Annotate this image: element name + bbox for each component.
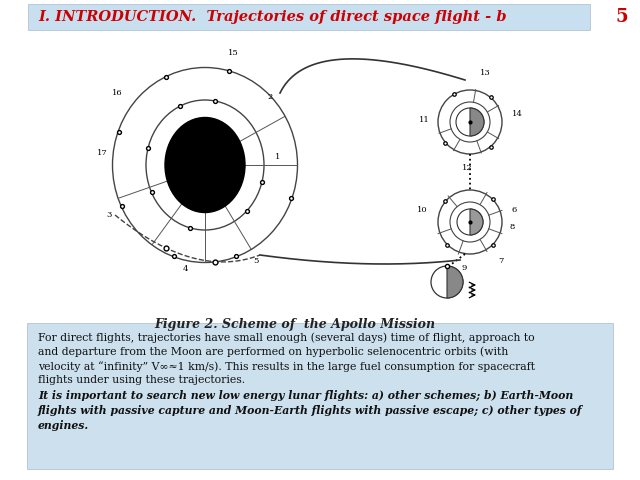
Circle shape [457, 209, 483, 235]
Circle shape [431, 266, 463, 298]
Text: Figure 2. Scheme of  the Apollo Mission: Figure 2. Scheme of the Apollo Mission [154, 318, 436, 331]
Text: 5: 5 [616, 8, 628, 26]
Text: 7: 7 [498, 257, 504, 265]
Text: 6: 6 [512, 206, 517, 214]
FancyBboxPatch shape [27, 323, 613, 469]
Text: 13: 13 [480, 69, 491, 77]
Ellipse shape [165, 118, 245, 213]
Text: 2: 2 [267, 93, 272, 101]
Text: 1: 1 [275, 153, 280, 161]
Wedge shape [470, 209, 483, 235]
Text: 11: 11 [419, 116, 430, 124]
Text: I. INTRODUCTION.  Trajectories of direct space flight - b: I. INTRODUCTION. Trajectories of direct … [38, 10, 507, 24]
Wedge shape [470, 108, 484, 136]
Text: 3: 3 [107, 211, 112, 219]
Text: 4: 4 [182, 265, 188, 273]
Wedge shape [447, 266, 463, 298]
Text: 8: 8 [510, 223, 515, 231]
Text: 15: 15 [228, 49, 238, 57]
Circle shape [456, 108, 484, 136]
Text: 17: 17 [97, 149, 108, 157]
Text: 5: 5 [253, 257, 259, 265]
Text: 14: 14 [512, 110, 523, 118]
Text: For direct flights, trajectories have small enough (several days) time of flight: For direct flights, trajectories have sm… [38, 332, 535, 385]
Text: 12: 12 [462, 164, 472, 172]
Text: 16: 16 [113, 89, 123, 97]
Text: 10: 10 [417, 206, 428, 214]
Text: 9: 9 [462, 264, 467, 272]
FancyBboxPatch shape [28, 4, 590, 30]
Text: It is important to search new low energy lunar flights: a) other schemes; b) Ear: It is important to search new low energy… [38, 390, 582, 432]
